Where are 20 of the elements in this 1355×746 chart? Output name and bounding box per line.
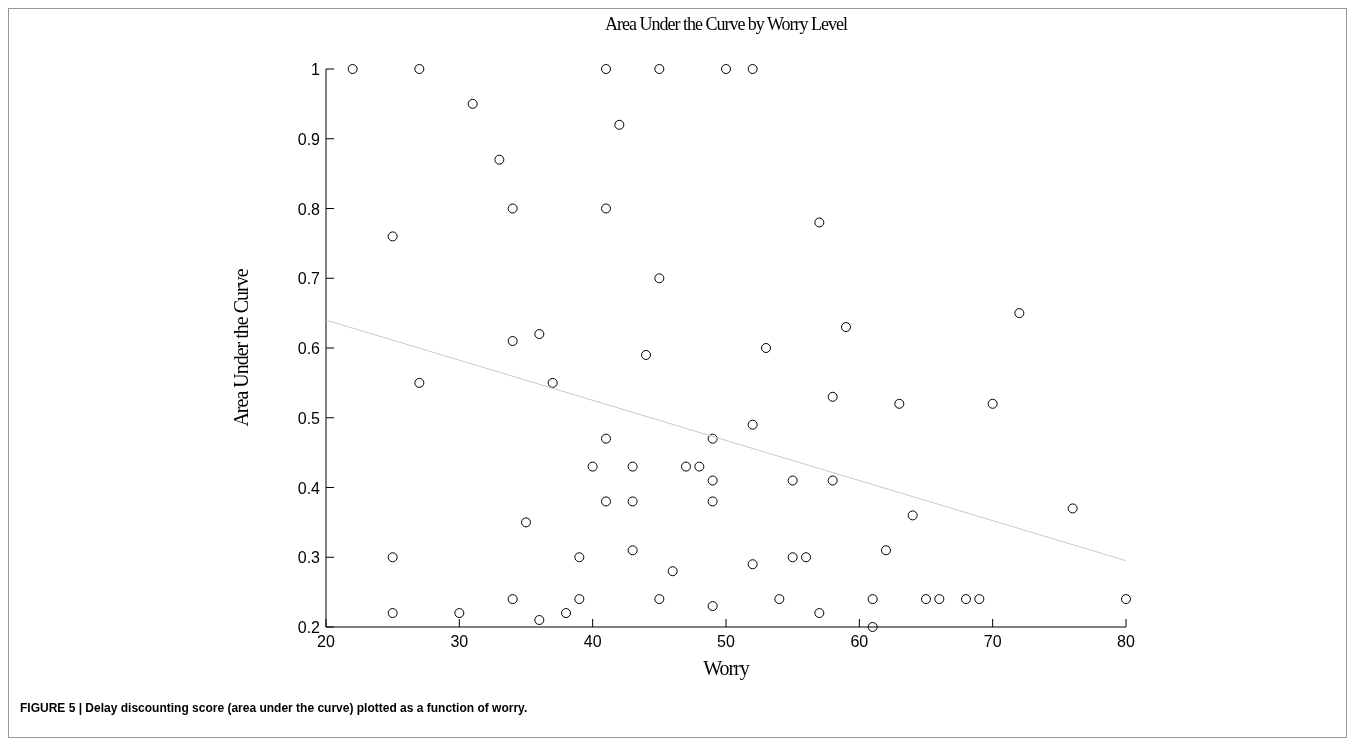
caption: FIGURE 5 | Delay discounting score (area under the curve) plotted as a function of worry. <box>20 701 528 715</box>
x-axis-title: Worry <box>703 657 750 680</box>
chart-title: Area Under the Curve by Worry Level <box>604 14 849 34</box>
y-tick-label: 0.9 <box>297 130 321 148</box>
y-tick-label: 0.6 <box>297 340 321 357</box>
y-tick-label: 0.5 <box>297 409 321 427</box>
y-axis-title: Area Under the Curve <box>230 268 252 427</box>
x-tick-label: 40 <box>583 633 602 650</box>
y-tick-label: 1 <box>311 61 321 78</box>
x-tick-label: 20 <box>317 633 335 650</box>
y-tick-label: 0.7 <box>297 270 321 288</box>
y-tick-label: 0.4 <box>297 479 321 497</box>
x-tick-label: 50 <box>717 633 735 650</box>
y-tick-label: 0.3 <box>297 549 321 567</box>
y-tick-label: 0.8 <box>297 200 321 218</box>
x-tick-label: 70 <box>983 633 1002 650</box>
x-tick-label: 60 <box>850 633 869 650</box>
x-tick-label: 80 <box>1117 633 1135 650</box>
x-tick-label: 30 <box>450 633 469 650</box>
y-tick-label: 0.2 <box>297 619 321 636</box>
